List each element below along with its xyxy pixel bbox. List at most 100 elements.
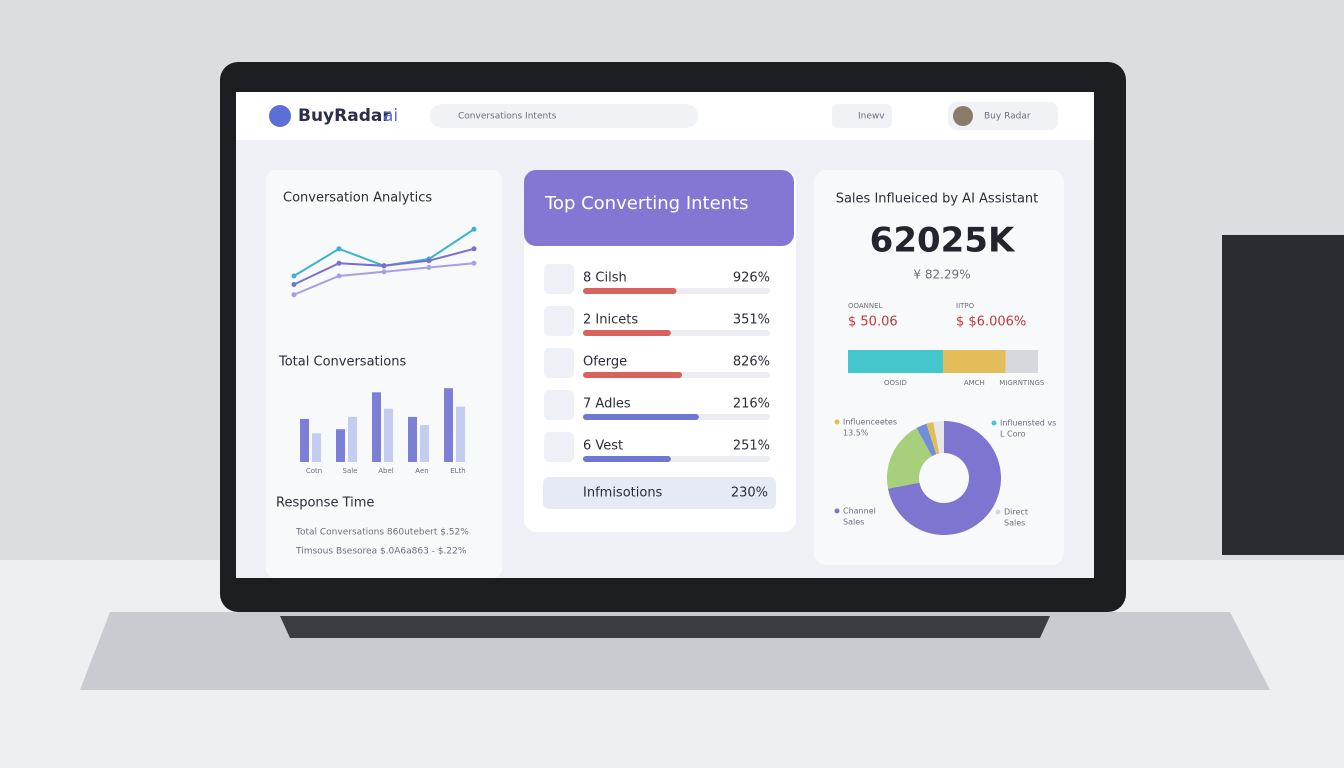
progress-fill <box>583 414 699 420</box>
card-title: Top Converting Intents <box>544 193 749 214</box>
kpi-value: 62025K <box>870 221 1016 261</box>
metric-value: $ 50.06 <box>848 315 898 330</box>
line-point <box>336 260 342 266</box>
logo-suffix: ai <box>383 106 398 126</box>
card-title: Response Time <box>276 496 374 511</box>
donut-segment <box>888 421 1001 535</box>
legend-text: Channel <box>843 507 876 516</box>
x-tick-label: Cotn <box>306 467 322 475</box>
bar <box>384 408 393 462</box>
legend-text: Influenceetes <box>843 418 897 427</box>
intent-label: Infmisotions <box>583 486 663 501</box>
intent-footer <box>543 477 776 509</box>
line-point <box>291 282 297 287</box>
intent-label: 6 Vest <box>583 439 623 454</box>
intent-icon <box>544 432 574 462</box>
x-tick-label: Aen <box>415 467 428 475</box>
response-row: Total Conversations 860utebert $.52% <box>295 528 469 538</box>
intent-value: 230% <box>731 486 768 501</box>
x-tick-label: Abel <box>378 467 394 475</box>
progress-fill <box>583 330 671 336</box>
bar <box>348 416 357 462</box>
line-point <box>291 273 297 279</box>
bar <box>444 388 453 462</box>
user-button[interactable] <box>832 104 892 128</box>
donut-segment <box>916 423 937 457</box>
search-placeholder: Conversations Intents <box>458 112 557 122</box>
card-title: Sales Influeiced by AI Assistant <box>836 192 1039 207</box>
progress-fill <box>583 456 671 462</box>
donut-segment <box>887 428 932 489</box>
legend-dot <box>834 508 840 514</box>
line-point <box>471 260 477 266</box>
line-point <box>471 246 477 252</box>
legend-text: 13.5% <box>843 429 869 438</box>
donut-segment <box>926 422 940 455</box>
stacked-segment <box>943 350 1006 373</box>
avatar <box>953 106 973 126</box>
monitor <box>1222 235 1344 555</box>
response-row: Timsous Bsesorea $.0A6a863 - $.22% <box>295 547 467 557</box>
intents-header <box>524 170 794 246</box>
legend-dot <box>995 509 1001 515</box>
metric-label: OOANNEL <box>848 302 883 310</box>
line-point <box>471 226 477 232</box>
legend-dot <box>991 420 997 426</box>
intent-label: Oferge <box>583 355 627 370</box>
line-point <box>336 246 342 252</box>
x-tick-label: ELth <box>450 467 466 475</box>
search-box[interactable] <box>430 104 698 128</box>
logo-icon <box>269 105 291 127</box>
bar <box>300 418 309 462</box>
intent-label: 7 Adles <box>583 397 631 412</box>
intent-icon <box>544 264 574 294</box>
kpi-change: ¥ 82.29% <box>913 268 970 282</box>
line-point <box>426 258 432 264</box>
left-card <box>266 170 502 578</box>
segment-label: AMCH <box>964 379 985 387</box>
legend-text: Influensted vs <box>1000 419 1056 428</box>
intent-value: 216% <box>733 397 770 412</box>
line-point <box>291 292 297 298</box>
keyboard <box>280 616 1050 638</box>
progress-fill <box>583 372 683 378</box>
account-menu[interactable] <box>948 102 1058 130</box>
intent-label: 8 Cilsh <box>583 271 627 286</box>
bar <box>408 416 417 462</box>
legend-text: L Coro <box>1000 430 1026 439</box>
legend-dot <box>834 419 840 425</box>
user-button-label: Inewv <box>858 112 885 122</box>
metric-label: IITPO <box>956 302 975 310</box>
stacked-segment <box>848 350 943 373</box>
bar <box>336 429 345 462</box>
bar <box>372 392 381 462</box>
segment-label: MIGRNTINGS <box>999 379 1045 387</box>
line-point <box>336 273 342 279</box>
segment-label: OOSID <box>884 379 907 387</box>
intent-value: 351% <box>733 313 770 328</box>
intent-value: 251% <box>733 439 770 454</box>
legend-text: Sales <box>843 518 864 527</box>
intent-icon <box>544 306 574 336</box>
x-tick-label: Sale <box>343 467 358 475</box>
intents-card <box>524 170 796 532</box>
account-name: Buy Radar <box>984 112 1031 122</box>
stacked-segment <box>1005 350 1038 373</box>
bar <box>312 433 321 462</box>
legend-text: Sales <box>1004 519 1025 528</box>
intent-icon <box>544 348 574 378</box>
card-title: Total Conversations <box>278 355 406 370</box>
bar <box>456 406 465 462</box>
line-point <box>426 265 432 270</box>
donut-segment <box>933 420 944 454</box>
intent-label: 2 Inicets <box>583 313 638 328</box>
legend-text: Direct <box>1004 508 1028 517</box>
intent-icon <box>544 390 574 420</box>
logo: BuyRadar <box>298 106 391 126</box>
intent-value: 926% <box>733 271 770 286</box>
metric-value: $ $6.006% <box>956 315 1026 330</box>
intent-value: 826% <box>733 355 770 370</box>
progress-fill <box>583 288 677 294</box>
